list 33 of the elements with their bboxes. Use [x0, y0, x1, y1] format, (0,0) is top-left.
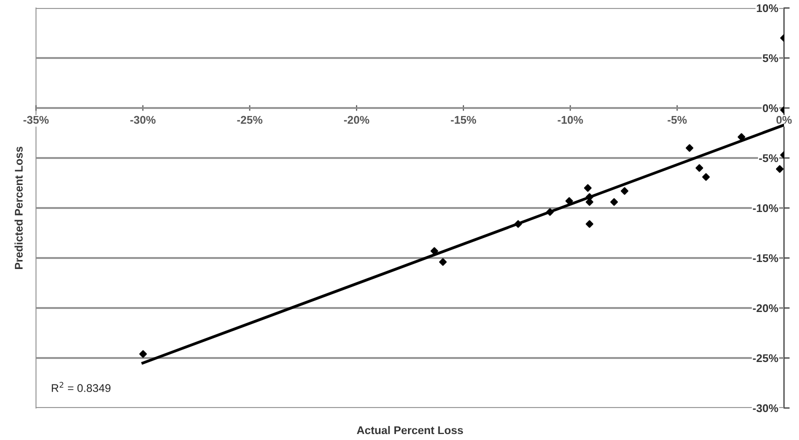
- point: [620, 187, 628, 195]
- y-tick-label: -25%: [752, 354, 778, 362]
- point: [686, 144, 694, 152]
- y-tick-label: -20%: [752, 304, 778, 312]
- point: [702, 173, 710, 181]
- y-tick-label: 0%: [762, 104, 778, 112]
- point: [738, 133, 746, 141]
- x-tick-label: -20%: [344, 116, 370, 124]
- annotation: R$^{2}$ = 0.8349: [52, 382, 110, 392]
- x-tick-label: -10%: [558, 116, 583, 124]
- point: [586, 220, 594, 228]
- y-axis-title: Predicted Percent Loss: [14, 146, 23, 270]
- point: [696, 164, 704, 172]
- x-tick-label: -25%: [237, 116, 262, 124]
- y-tick-label: -30%: [752, 404, 778, 412]
- point: [565, 197, 574, 205]
- point: [584, 184, 592, 192]
- y-tick-label: 10%: [756, 4, 778, 12]
- y-tick-label: -5%: [759, 154, 778, 162]
- y-tick-label: -10%: [752, 204, 778, 212]
- point: [776, 165, 784, 173]
- x-axis-title: Actual Percent Loss: [356, 426, 463, 434]
- x-tick-label: -35%: [23, 116, 49, 124]
- x-tick-label: -30%: [130, 116, 156, 124]
- point: [610, 198, 618, 206]
- x-tick-label: 0%: [776, 116, 792, 124]
- x-tick-label: -15%: [450, 116, 476, 124]
- point: [430, 247, 438, 255]
- x-tick-label: -5%: [668, 116, 687, 124]
- point: [439, 258, 447, 266]
- y-tick-label: -15%: [752, 254, 778, 262]
- point: [139, 350, 147, 358]
- y-tick-label: 5%: [762, 54, 778, 62]
